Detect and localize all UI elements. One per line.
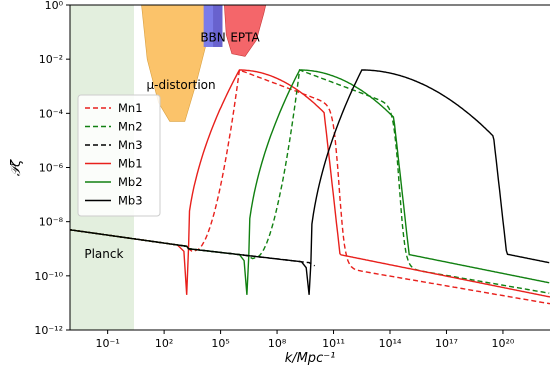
y-tick-label: 10⁻¹⁰ xyxy=(34,270,63,283)
legend-label: Mb3 xyxy=(118,194,143,208)
y-tick-label: 10⁰ xyxy=(45,0,64,12)
epta-region xyxy=(224,4,267,57)
region-label: BBN xyxy=(200,31,225,45)
x-axis-ticks: 10⁻¹ 10² 10⁵ 10⁸ 10¹¹ 10¹⁴ 10¹⁷ 10²⁰ xyxy=(96,330,515,350)
legend-label: Mn2 xyxy=(118,120,143,134)
region-label: Planck xyxy=(84,247,123,261)
y-tick-label: 10⁻² xyxy=(39,53,63,66)
y-tick-label: 10⁻⁶ xyxy=(39,162,64,175)
spectrum-curves xyxy=(69,69,550,305)
legend-label: Mn1 xyxy=(118,101,143,115)
bbn-overlap-region xyxy=(213,5,223,47)
series-line-mb1 xyxy=(69,69,550,298)
series-line-mn2 xyxy=(69,69,550,294)
region-labels: Planck μ-distortion BBN EPTA xyxy=(84,31,260,262)
x-tick-label: 10⁸ xyxy=(268,337,287,350)
x-tick-label: 10⁵ xyxy=(211,337,229,350)
x-tick-label: 10¹¹ xyxy=(322,337,345,350)
x-tick-label: 10²⁰ xyxy=(492,337,515,350)
legend-label: Mb2 xyxy=(118,175,143,189)
series-line-mb3 xyxy=(69,69,550,295)
y-axis-ticks: 10⁰ 10⁻² 10⁻⁴ 10⁻⁶ 10⁻⁸ 10⁻¹⁰ 10⁻¹² xyxy=(34,0,70,337)
x-tick-label: 10¹⁴ xyxy=(379,337,402,350)
y-axis-label: 𝒫ζ xyxy=(9,159,24,176)
legend-label: Mn3 xyxy=(118,138,143,152)
x-tick-label: 10¹⁷ xyxy=(435,337,458,350)
y-tick-label: 10⁻¹² xyxy=(34,324,63,337)
region-label: EPTA xyxy=(230,31,260,45)
legend-label: Mb1 xyxy=(118,157,143,171)
y-tick-label: 10⁻⁴ xyxy=(39,107,64,120)
legend-box xyxy=(77,94,161,217)
x-tick-label: 10² xyxy=(155,337,173,350)
legend: Mn1 Mn2 Mn3 Mb1 Mb2 Mb3 xyxy=(77,94,161,217)
y-tick-label: 10⁻⁸ xyxy=(39,216,64,229)
series-line-mn1 xyxy=(69,69,550,305)
region-label: μ-distortion xyxy=(146,78,215,92)
x-tick-label: 10⁻¹ xyxy=(96,337,120,350)
x-axis-label: k/Mpc⁻¹ xyxy=(285,351,336,366)
